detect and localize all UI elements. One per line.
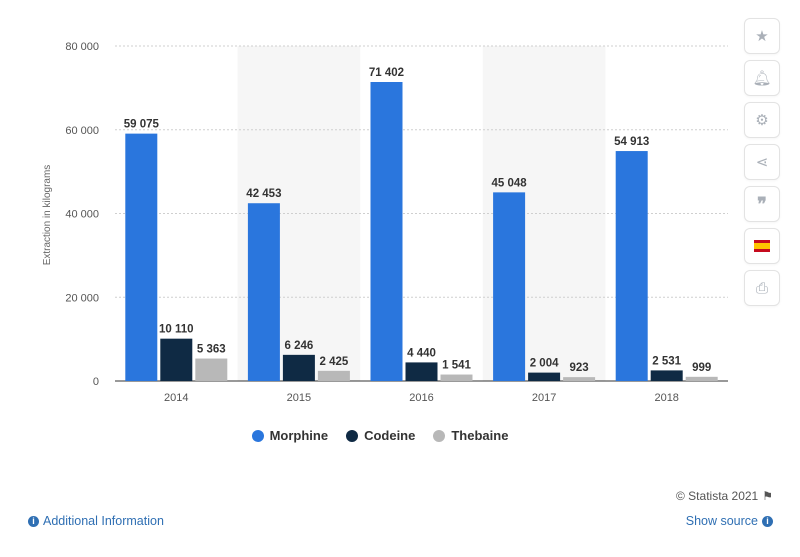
x-tick-label-2016: 2016 [409, 392, 433, 404]
quote-icon: ❞ [757, 193, 767, 214]
statista-credit: © Statista 2021 ⚑ [676, 489, 773, 503]
x-tick-label-2018: 2018 [654, 392, 678, 404]
flag-icon: ⚑ [762, 489, 773, 503]
bar-codeine-2016[interactable] [405, 362, 438, 381]
bar-thebaine-2015[interactable] [317, 370, 350, 381]
star-icon: ★ [755, 28, 769, 45]
share-button[interactable]: ⋖ [744, 144, 780, 180]
bar-morphine-2014[interactable] [125, 133, 158, 381]
data-label-codeine-2015: 6 246 [285, 340, 314, 352]
print-button[interactable]: ⎙ [744, 270, 780, 306]
data-label-thebaine-2015: 2 425 [320, 356, 349, 368]
data-label-thebaine-2017: 923 [570, 362, 589, 374]
y-tick-label: 40 000 [65, 209, 99, 221]
data-label-codeine-2017: 2 004 [530, 358, 559, 370]
info-icon: i [762, 515, 773, 527]
bar-codeine-2015[interactable] [282, 354, 315, 381]
y-axis-label: Extraction in kilograms [42, 165, 53, 266]
legend-label-thebaine: Thebaine [451, 428, 509, 443]
bar-morphine-2017[interactable] [493, 192, 526, 381]
favorite-button[interactable]: ★ [744, 18, 780, 54]
data-label-codeine-2018: 2 531 [652, 355, 681, 367]
data-label-thebaine-2014: 5 363 [197, 344, 226, 356]
y-tick-label: 80 000 [65, 41, 99, 53]
credit-text: © Statista 2021 [676, 489, 759, 503]
show-source-label: Show source [685, 514, 758, 528]
legend-label-codeine: Codeine [364, 428, 416, 443]
info-icon: i [28, 515, 39, 527]
legend-item-thebaine[interactable]: Thebaine [433, 428, 508, 443]
region-button[interactable] [744, 228, 780, 264]
legend-dot-codeine [346, 429, 359, 442]
x-axis-ticks: 2014 2015 2016 2017 2018 [164, 392, 679, 404]
x-tick-label-2017: 2017 [532, 392, 556, 404]
legend-label-morphine: Morphine [269, 428, 329, 443]
legend-dot-morphine [251, 429, 264, 442]
additional-information-label: Additional Information [43, 514, 164, 528]
bar-thebaine-2017[interactable] [563, 377, 596, 381]
sidebar-toolbar: ★ 🔔︎ ⚙ ⋖ ❞ ⎙ [744, 18, 780, 312]
bar-thebaine-2016[interactable] [440, 374, 473, 381]
bar-morphine-2018[interactable] [615, 151, 648, 381]
legend-dot-thebaine [433, 429, 446, 442]
bar-morphine-2015[interactable] [247, 203, 280, 381]
x-tick-label-2014: 2014 [164, 392, 188, 404]
y-tick-label: 20 000 [65, 292, 99, 304]
bell-icon: 🔔︎ [752, 70, 772, 87]
cite-button[interactable]: ❞ [744, 186, 780, 222]
bar-thebaine-2018[interactable] [685, 376, 718, 381]
bar-codeine-2018[interactable] [650, 370, 683, 381]
bar-codeine-2014[interactable] [160, 338, 193, 381]
data-label-morphine-2014: 59 075 [124, 119, 160, 131]
share-icon: ⋖ [755, 154, 769, 171]
data-label-morphine-2016: 71 402 [369, 67, 404, 79]
y-tick-label: 60 000 [65, 125, 99, 137]
x-tick-label-2015: 2015 [287, 392, 311, 404]
data-label-codeine-2016: 4 440 [407, 347, 436, 359]
data-label-thebaine-2018: 999 [692, 362, 711, 374]
bar-codeine-2017[interactable] [528, 372, 561, 381]
y-axis-ticks: 0 20 000 40 000 60 000 80 000 [65, 41, 99, 388]
bar-morphine-2016[interactable] [370, 82, 403, 382]
legend-item-codeine[interactable]: Codeine [346, 428, 415, 443]
show-source-link[interactable]: Show source i [686, 514, 773, 528]
notification-button[interactable]: 🔔︎ [744, 60, 780, 96]
data-label-morphine-2018: 54 913 [614, 136, 649, 148]
settings-button[interactable]: ⚙ [744, 102, 780, 138]
data-label-codeine-2014: 10 110 [159, 324, 194, 336]
gear-icon: ⚙ [755, 112, 769, 129]
data-label-thebaine-2016: 1 541 [442, 360, 471, 372]
data-label-morphine-2015: 42 453 [246, 188, 281, 200]
spain-flag-icon [754, 240, 770, 252]
bar-thebaine-2014[interactable] [195, 358, 228, 381]
bar-chart: 0 20 000 40 000 60 000 80 000 59 075 10 1105 … [42, 41, 728, 404]
legend-item-morphine[interactable]: Morphine [251, 428, 329, 443]
print-icon: ⎙ [755, 279, 768, 297]
bars [125, 82, 718, 382]
additional-information-link[interactable]: i Additional Information [28, 514, 164, 528]
y-tick-label: 0 [93, 376, 99, 388]
legend: Morphine Codeine Thebaine [0, 428, 760, 443]
data-label-morphine-2017: 45 048 [492, 177, 528, 189]
